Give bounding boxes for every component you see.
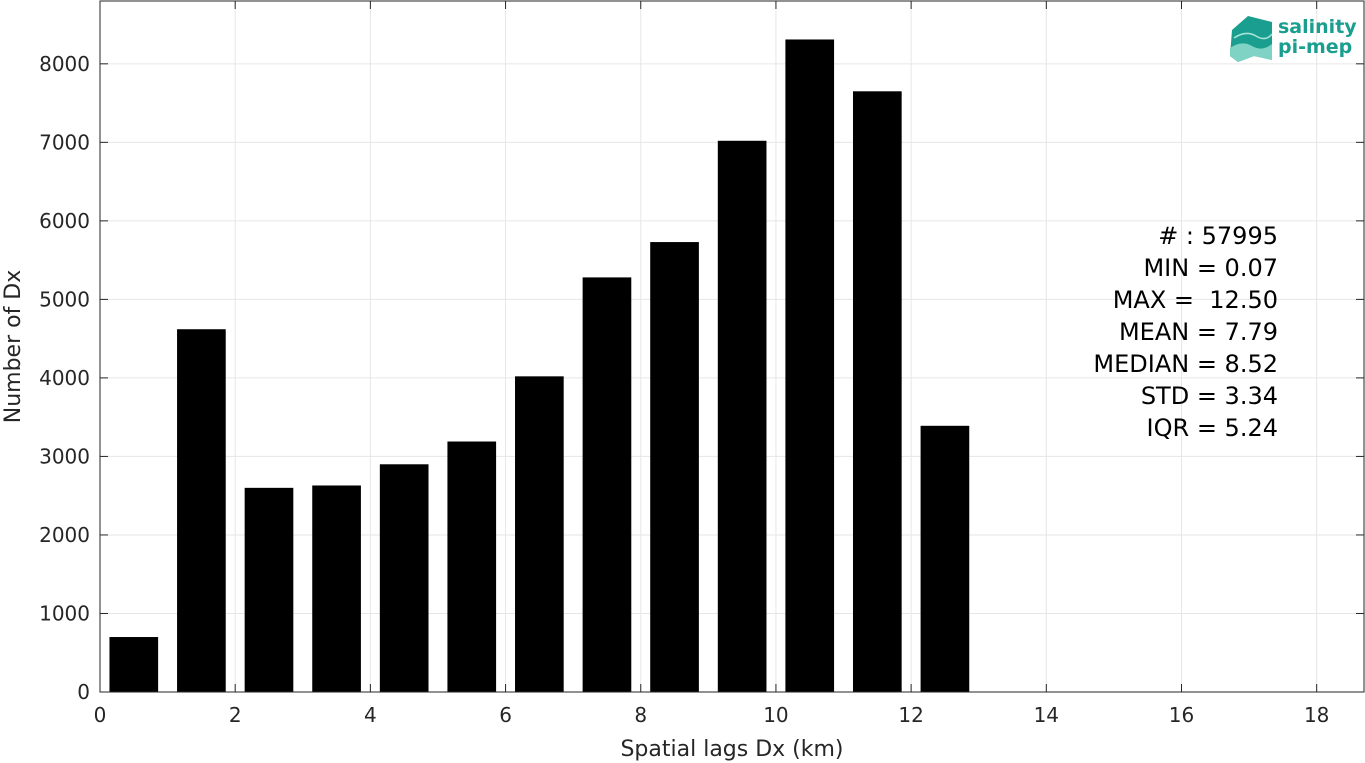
x-tick-label: 0 bbox=[94, 703, 107, 727]
histogram-bar bbox=[717, 140, 767, 693]
histogram-bar bbox=[582, 277, 632, 692]
salinity-pi-mep-logo: salinity pi-mep bbox=[1230, 16, 1357, 62]
histogram-bar bbox=[244, 487, 294, 692]
x-axis-label: Spatial lags Dx (km) bbox=[620, 737, 843, 762]
x-tick-label: 12 bbox=[898, 703, 923, 727]
x-tick-label: 8 bbox=[634, 703, 647, 727]
y-tick-label: 1000 bbox=[39, 601, 90, 625]
y-tick-label: 6000 bbox=[39, 209, 90, 233]
x-tick-label: 16 bbox=[1169, 703, 1194, 727]
axes-box bbox=[99, 0, 1365, 693]
y-tick-label: 2000 bbox=[39, 523, 90, 547]
waves-icon bbox=[1230, 16, 1273, 62]
stat-line: MEDIAN = 8.52 bbox=[1093, 350, 1278, 378]
stat-line: MEAN = 7.79 bbox=[1119, 318, 1278, 346]
x-tick-label: 2 bbox=[229, 703, 242, 727]
y-tick-label: 5000 bbox=[39, 287, 90, 311]
x-tick-labels: 0 2 4 6 8 10 12 14 16 18 bbox=[94, 703, 1330, 727]
ticks bbox=[99, 1, 1364, 693]
stat-line: IQR = 5.24 bbox=[1147, 414, 1278, 442]
stat-line: MIN = 0.07 bbox=[1143, 254, 1278, 282]
histogram-bar bbox=[379, 464, 429, 692]
histogram-bar bbox=[447, 441, 497, 692]
y-tick-label: 0 bbox=[77, 680, 90, 704]
stat-line: MAX = 12.50 bbox=[1113, 286, 1278, 314]
stats-box: # : 57995 MIN = 0.07 MAX = 12.50 MEAN = 7.7… bbox=[1093, 222, 1278, 442]
histogram-bar bbox=[312, 485, 361, 692]
x-tick-label: 14 bbox=[1034, 703, 1059, 727]
y-tick-label: 4000 bbox=[39, 366, 90, 390]
x-tick-label: 4 bbox=[364, 703, 377, 727]
histogram-bar bbox=[785, 39, 835, 692]
bars bbox=[109, 39, 970, 693]
x-tick-label: 6 bbox=[499, 703, 512, 727]
histogram-bar bbox=[515, 376, 564, 692]
histogram-bar bbox=[177, 329, 226, 692]
histogram-bar bbox=[650, 242, 699, 693]
y-axis-label: Number of Dx bbox=[1, 270, 26, 424]
stat-line: # : 57995 bbox=[1158, 222, 1278, 250]
y-tick-label: 8000 bbox=[39, 52, 90, 76]
x-tick-label: 18 bbox=[1304, 703, 1329, 727]
histogram-bar bbox=[920, 425, 970, 692]
y-tick-label: 7000 bbox=[39, 130, 90, 154]
y-tick-label: 3000 bbox=[39, 444, 90, 468]
histogram-bar bbox=[109, 637, 159, 692]
y-tick-labels: 0 1000 2000 3000 4000 5000 6000 7000 8000 bbox=[39, 52, 90, 704]
logo-line1: salinity bbox=[1278, 16, 1357, 38]
histogram-bar bbox=[852, 91, 902, 692]
x-tick-label: 10 bbox=[763, 703, 788, 727]
logo-line2: pi-mep bbox=[1278, 36, 1352, 58]
stat-line: STD = 3.34 bbox=[1141, 382, 1278, 410]
